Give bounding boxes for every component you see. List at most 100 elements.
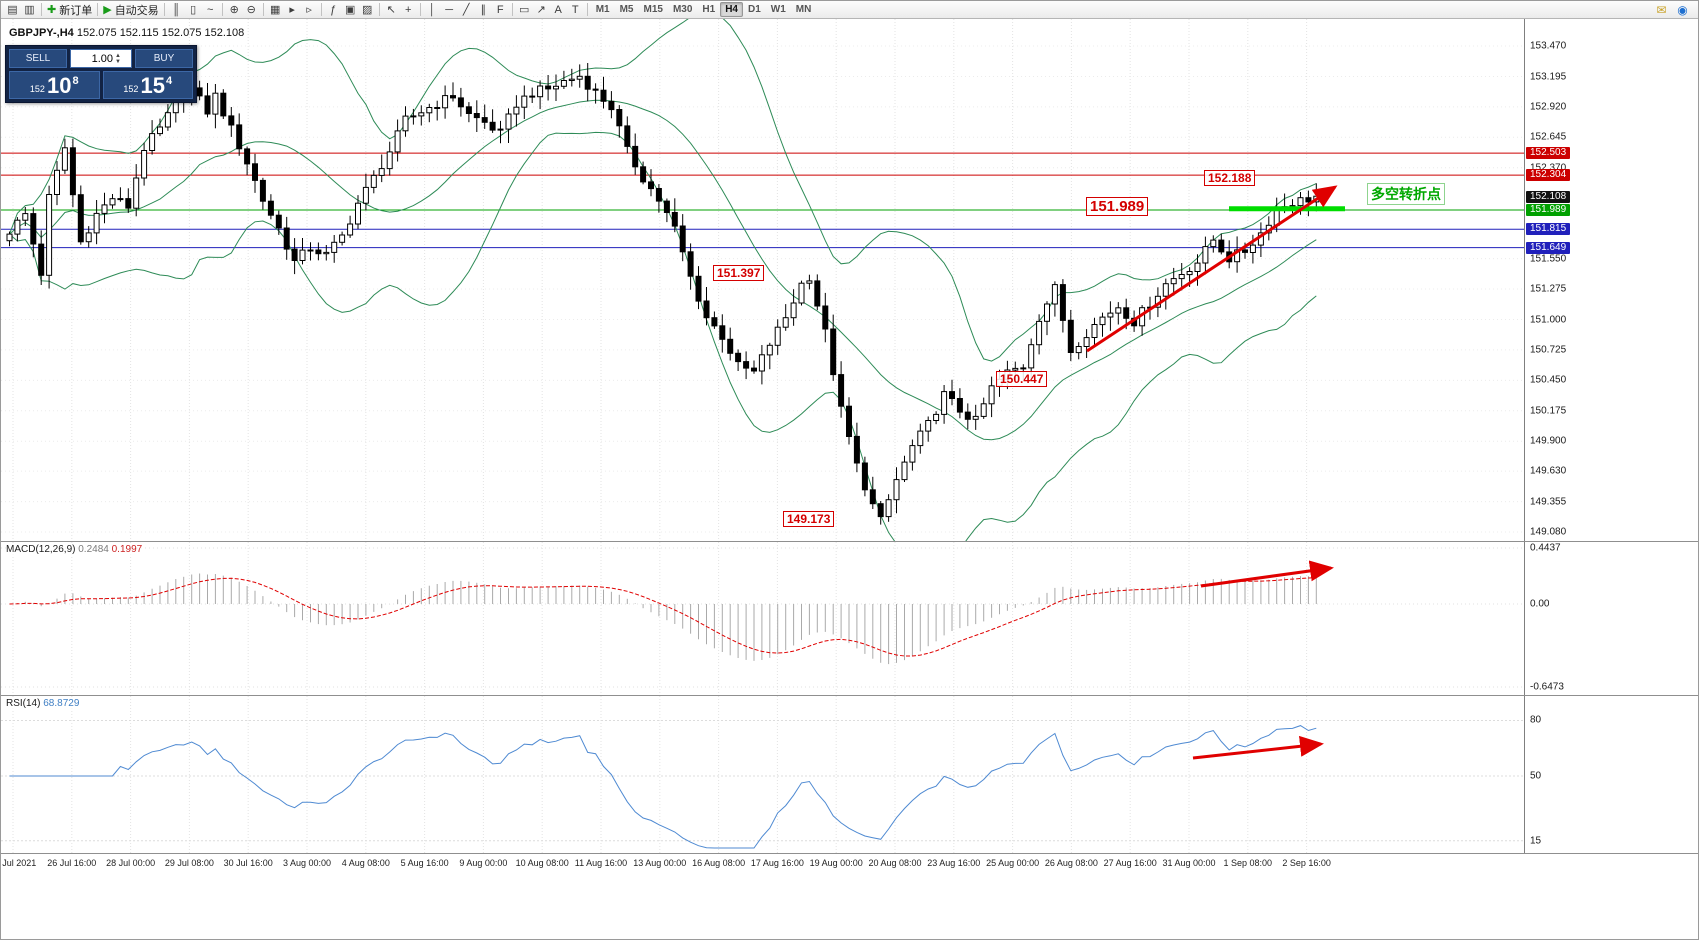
line-chart-icon[interactable]: ~ bbox=[202, 2, 219, 18]
symbol-title: GBPJPY-,H4 bbox=[9, 27, 74, 39]
timeframe-m1-button[interactable]: M1 bbox=[595, 4, 610, 15]
profiles-icon[interactable]: ▥ bbox=[21, 2, 38, 18]
lot-decrease-button[interactable]: ▼ bbox=[115, 58, 121, 65]
arrow-tools-icon[interactable]: ↗ bbox=[533, 2, 550, 18]
rsi-tick: 50 bbox=[1530, 770, 1542, 782]
timeframe-d1-button[interactable]: D1 bbox=[748, 4, 761, 15]
auto-scroll-icon: ▸ bbox=[289, 4, 295, 16]
time-label: 29 Jul 08:00 bbox=[164, 858, 214, 868]
sell-price-button[interactable]: 152 10 8 bbox=[9, 71, 100, 99]
community-icon[interactable]: ◉ bbox=[1677, 2, 1688, 17]
chart-shift-icon[interactable]: ▹ bbox=[301, 2, 318, 18]
timeframe-h4-button[interactable]: H4 bbox=[720, 2, 743, 17]
price-tick: 152.920 bbox=[1530, 101, 1567, 113]
bar-chart-icon[interactable]: ║ bbox=[168, 2, 185, 18]
time-axis[interactable]: 23 Jul 2021 26 Jul 16:00 28 Jul 00:00 29 Ju… bbox=[1, 853, 1698, 873]
time-label: 23 Jul 2021 bbox=[1, 858, 37, 868]
candlestick-chart-icon[interactable]: ▯ bbox=[185, 2, 202, 18]
timeframe-mn-button[interactable]: MN bbox=[795, 4, 812, 15]
lot-input[interactable] bbox=[71, 52, 113, 65]
rsi-chart[interactable] bbox=[1, 696, 1524, 853]
time-label: 25 Aug 00:00 bbox=[986, 858, 1040, 868]
price-annotation[interactable]: 151.397 bbox=[713, 265, 765, 281]
notification-icon[interactable]: ✉ bbox=[1656, 2, 1667, 17]
vertical-line-icon[interactable]: │ bbox=[424, 2, 441, 18]
lot-increase-button[interactable]: ▲ bbox=[115, 52, 121, 59]
main-toolbar: ▤ ▥ ✚ 新订单 ▶ 自动交易 ║ ▯ ~ ⊕ ⊖ ▦ ▸ ▹ ƒ ▣ ▨ ↖ + │ ─ ╱ ∥ F ▭ ↗ A T M1 M5 M15… bbox=[1, 1, 1698, 19]
price-annotation[interactable]: 151.989 bbox=[1086, 197, 1149, 216]
indicators-icon[interactable]: ƒ bbox=[325, 2, 342, 18]
crosshair-icon: + bbox=[404, 3, 412, 16]
shapes-icon: ▭ bbox=[518, 4, 530, 16]
turning-point-note[interactable]: 多空转折点 bbox=[1367, 183, 1445, 205]
toolbar-separator bbox=[262, 3, 264, 16]
timeframe-h1-button[interactable]: H1 bbox=[702, 4, 716, 15]
horizontal-line-icon[interactable]: ─ bbox=[441, 2, 458, 18]
time-label: 31 Aug 00:00 bbox=[1162, 858, 1216, 868]
auto-scroll-icon[interactable]: ▸ bbox=[284, 2, 301, 18]
sell-button[interactable]: SELL bbox=[9, 49, 67, 68]
price-annotation[interactable]: 150.447 bbox=[996, 371, 1048, 387]
autotrading-button[interactable]: ▶ 自动交易 bbox=[103, 4, 159, 17]
arrow-tools-icon: ↗ bbox=[536, 4, 546, 16]
fibonacci-icon[interactable]: F bbox=[492, 2, 509, 18]
timeframe-m5-button[interactable]: M5 bbox=[619, 4, 634, 15]
lot-spinner[interactable]: ▲ ▼ bbox=[113, 53, 123, 65]
timeframe-m15-button[interactable]: M15 bbox=[643, 4, 663, 15]
price-tick: 151.275 bbox=[1530, 283, 1567, 295]
price-tick: 149.080 bbox=[1530, 526, 1567, 538]
time-label: 10 Aug 08:00 bbox=[515, 858, 569, 868]
macd-scale: 0.4437 0.00 -0.6473 bbox=[1524, 542, 1698, 695]
toolbar-separator bbox=[163, 3, 165, 16]
horizontal-line-icon: ─ bbox=[445, 3, 454, 16]
new-chart-icon[interactable]: ▤ bbox=[4, 2, 21, 18]
price-tag: 152.503 bbox=[1526, 147, 1571, 160]
time-label: 11 Aug 16:00 bbox=[574, 858, 628, 868]
time-label: 28 Jul 00:00 bbox=[106, 858, 156, 868]
timeframe-w1-button[interactable]: W1 bbox=[770, 4, 786, 15]
macd-panel: 0.4437 0.00 -0.6473 MACD(12,26,9) 0.2484 0… bbox=[1, 541, 1698, 695]
price-tick: 153.470 bbox=[1530, 40, 1567, 52]
new-chart-icon: ▤ bbox=[7, 4, 18, 16]
periods-icon[interactable]: ▣ bbox=[342, 2, 359, 18]
new-order-button: ✚ bbox=[47, 4, 57, 16]
price-annotation[interactable]: 152.188 bbox=[1204, 170, 1256, 186]
zoom-in-icon[interactable]: ⊕ bbox=[226, 2, 243, 18]
indicators-icon: ƒ bbox=[330, 3, 337, 16]
shapes-icon[interactable]: ▭ bbox=[516, 2, 533, 18]
lot-size-field: ▲▼ bbox=[70, 49, 132, 68]
timeframe-m30-button[interactable]: M30 bbox=[672, 4, 693, 15]
cursor-icon[interactable]: ↖ bbox=[383, 2, 400, 18]
macd-chart[interactable] bbox=[1, 542, 1524, 695]
price-tick: 150.450 bbox=[1530, 374, 1567, 386]
buy-price-button[interactable]: 152 15 4 bbox=[102, 71, 193, 99]
time-label: 2 Sep 16:00 bbox=[1282, 858, 1331, 868]
channel-icon: ∥ bbox=[480, 4, 486, 16]
text-icon[interactable]: A bbox=[550, 2, 567, 18]
buy-button[interactable]: BUY bbox=[135, 49, 193, 68]
buy-price-big: 15 bbox=[140, 73, 165, 98]
macd-label: MACD(12,26,9) 0.2484 0.1997 bbox=[6, 544, 143, 555]
price-tag: 152.108 bbox=[1526, 190, 1571, 203]
price-annotation[interactable]: 149.173 bbox=[783, 511, 835, 527]
templates-icon[interactable]: ▨ bbox=[359, 2, 376, 18]
trendline-icon: ╱ bbox=[462, 4, 470, 16]
rsi-scale: 80 50 15 bbox=[1524, 696, 1698, 853]
text-label-icon[interactable]: T bbox=[567, 2, 584, 18]
time-label: 26 Aug 08:00 bbox=[1044, 858, 1098, 868]
line-chart-icon: ~ bbox=[206, 3, 214, 16]
rsi-label: RSI(14) 68.8729 bbox=[6, 698, 80, 709]
profiles-icon: ▥ bbox=[24, 4, 35, 16]
zoom-out-icon[interactable]: ⊖ bbox=[243, 2, 260, 18]
crosshair-icon[interactable]: + bbox=[400, 2, 417, 18]
price-tick: 152.370 bbox=[1530, 162, 1567, 174]
new-order-button[interactable]: ✚ 新订单 bbox=[47, 4, 93, 17]
price-scale[interactable]: 153.470 153.195 152.920 152.645 152.370 151.5… bbox=[1524, 19, 1698, 541]
zoom-out-icon: ⊖ bbox=[246, 4, 256, 16]
trendline-icon[interactable]: ╱ bbox=[458, 2, 475, 18]
zoom-in-icon: ⊕ bbox=[229, 4, 239, 16]
price-tag: 151.815 bbox=[1526, 223, 1571, 236]
tile-windows-icon[interactable]: ▦ bbox=[267, 2, 284, 18]
channel-icon[interactable]: ∥ bbox=[475, 2, 492, 18]
